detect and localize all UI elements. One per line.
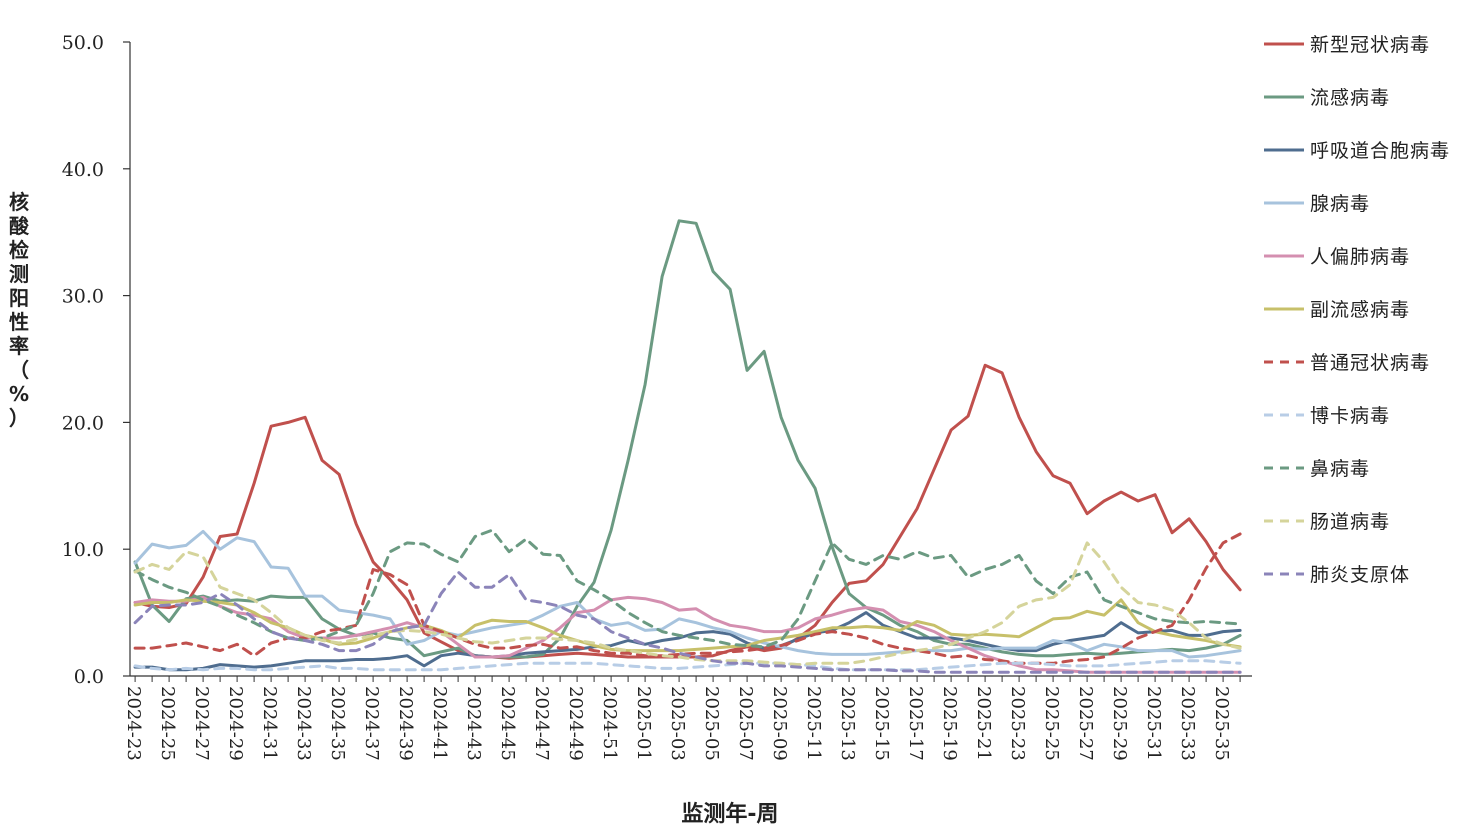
- y-tick-label: 40.0: [62, 159, 104, 181]
- x-tick-label: 2025-05: [701, 686, 722, 761]
- series-line: [133, 659, 1242, 672]
- x-tick-label: 2025-31: [1143, 686, 1164, 761]
- series-line: [133, 541, 1242, 667]
- x-tick-label: 2025-03: [667, 686, 688, 761]
- x-tick-label: 2025-19: [939, 686, 960, 761]
- x-tick-label: 2025-27: [1075, 686, 1096, 761]
- legend-label: 副流感病毒: [1310, 299, 1410, 321]
- x-tick-label: 2024-41: [429, 686, 450, 761]
- x-tick-label: 2024-35: [327, 686, 348, 761]
- series-line: [133, 611, 1242, 672]
- legend-label: 鼻病毒: [1310, 458, 1370, 480]
- x-tick-label: 2025-23: [1007, 686, 1028, 761]
- series-line: [133, 219, 1242, 659]
- y-tick-label: 10.0: [62, 539, 104, 561]
- x-tick-label: 2025-15: [871, 686, 892, 761]
- x-axis: 2024-23 2024-25 2024-27 2024-29 2024-31 2024-…: [123, 675, 1252, 761]
- legend-label: 流感病毒: [1310, 87, 1390, 109]
- x-tick-label: 2024-49: [565, 686, 586, 761]
- x-tick-label: 2025-21: [973, 686, 994, 761]
- x-tick-label: 2024-33: [293, 686, 314, 761]
- y-tick-label: 0.0: [74, 666, 104, 688]
- y-tick-label: 30.0: [62, 286, 104, 308]
- x-tick-label: 2024-47: [531, 686, 552, 761]
- legend-label: 人偏肺病毒: [1310, 246, 1410, 268]
- x-tick-label: 2025-17: [905, 686, 926, 761]
- y-tick-label: 20.0: [62, 412, 104, 434]
- x-tick-label: 2024-43: [463, 686, 484, 761]
- legend-label: 肠道病毒: [1310, 511, 1390, 533]
- x-tick-label: 2024-37: [361, 686, 382, 761]
- series-line: [133, 529, 1242, 659]
- legend-label: 新型冠状病毒: [1310, 34, 1430, 56]
- x-tick-label: 2025-13: [837, 686, 858, 761]
- x-tick-label: 2024-23: [123, 686, 144, 761]
- x-tick-label: 2025-33: [1177, 686, 1198, 761]
- legend-label: 肺炎支原体: [1310, 564, 1410, 586]
- series-line: [133, 570, 1242, 674]
- x-tick-label: 2025-29: [1109, 686, 1130, 761]
- x-tick-label: 2024-45: [497, 686, 518, 761]
- series-lines: [133, 219, 1242, 674]
- legend-label: 普通冠状病毒: [1310, 352, 1430, 374]
- legend: 新型冠状病毒流感病毒呼吸道合胞病毒腺病毒人偏肺病毒副流感病毒普通冠状病毒博卡病毒…: [1264, 34, 1450, 586]
- series-line: [133, 363, 1242, 660]
- x-tick-label: 2024-39: [395, 686, 416, 761]
- x-tick-label: 2024-29: [225, 686, 246, 761]
- x-tick-label: 2025-35: [1211, 686, 1232, 761]
- x-tick-label: 2024-31: [259, 686, 280, 761]
- x-tick-label: 2025-07: [735, 686, 756, 761]
- x-tick-label: 2024-51: [599, 686, 620, 761]
- x-tick-label: 2024-25: [157, 686, 178, 761]
- x-tick-label: 2025-25: [1041, 686, 1062, 761]
- x-axis-title: 监测年-周: [681, 802, 779, 827]
- x-tick-label: 2025-11: [803, 686, 824, 761]
- x-tick-label: 2025-09: [769, 686, 790, 761]
- x-tick-label: 2025-01: [633, 686, 654, 761]
- legend-label: 腺病毒: [1310, 193, 1370, 215]
- legend-label: 呼吸道合胞病毒: [1310, 140, 1450, 162]
- y-tick-label: 50.0: [62, 32, 104, 54]
- y-axis-title: 核酸检测阳性率（%）: [8, 190, 30, 430]
- y-axis: 0.0 10.0 20.0 30.0 40.0 50.0: [62, 32, 131, 688]
- x-tick-label: 2024-27: [191, 686, 212, 761]
- legend-label: 博卡病毒: [1310, 405, 1390, 427]
- series-line: [133, 598, 1242, 653]
